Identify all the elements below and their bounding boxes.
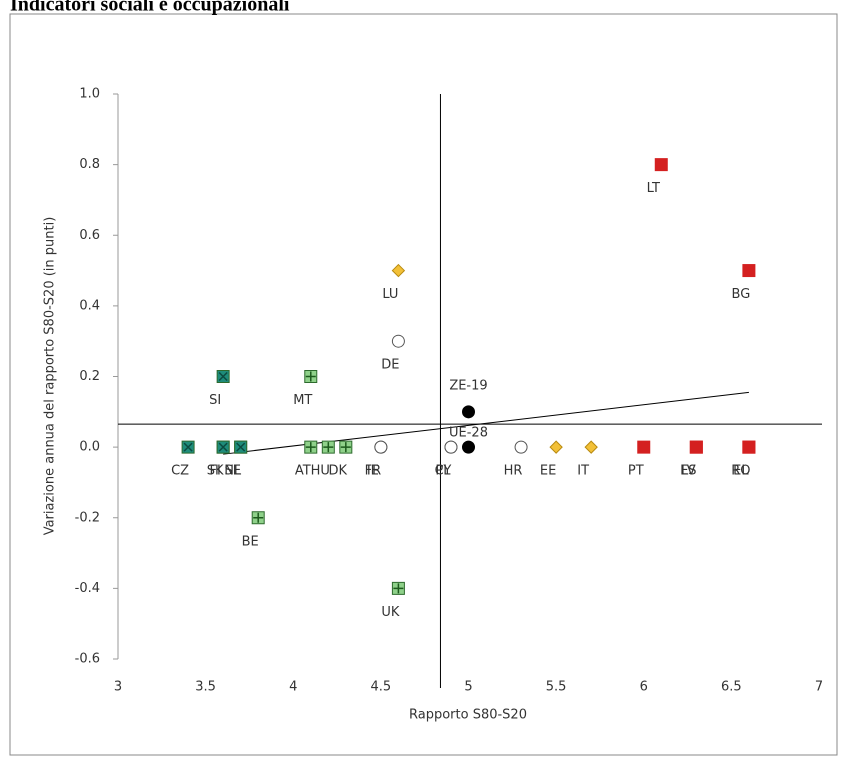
point-label: FI (209, 464, 220, 479)
point-glyph (183, 442, 193, 452)
point-label: EL (733, 464, 749, 479)
point (742, 440, 756, 454)
point (742, 264, 756, 278)
point (637, 440, 651, 454)
point (462, 405, 475, 419)
point-label: EE (540, 464, 556, 479)
point-glyph (218, 371, 228, 382)
point-label: LT (647, 181, 660, 196)
y-tick-label: -0.4 (75, 581, 100, 596)
y-tick-label: 0.8 (79, 157, 100, 172)
point (514, 440, 528, 454)
x-tick-label: 5.5 (546, 680, 567, 695)
x-tick-label: 6.5 (721, 680, 742, 695)
x-tick-label: 3 (114, 680, 122, 695)
y-tick-label: 0.6 (79, 228, 100, 243)
point (391, 263, 406, 278)
point-label: SI (209, 393, 221, 408)
point-label: BG (732, 287, 751, 302)
point-label: PL (435, 464, 451, 479)
y-tick-label: -0.6 (75, 652, 100, 667)
y-tick-label: 0.4 (79, 298, 100, 313)
y-tick-label: 1.0 (79, 87, 100, 102)
point-label: DE (381, 358, 399, 373)
x-tick-label: 5 (464, 680, 472, 695)
point-label: LU (382, 287, 398, 302)
y-tick-label: 0.0 (79, 440, 100, 455)
y-tick-label: -0.2 (75, 510, 100, 525)
point-glyph (253, 512, 264, 523)
point (444, 440, 458, 454)
point-glyph (305, 371, 316, 382)
x-axis-title: Rapporto S80-S20 (409, 708, 527, 723)
x-tick-label: 6 (640, 680, 648, 695)
point-label: ZE-19 (449, 378, 487, 393)
point-label: LV (681, 464, 696, 479)
point-label: IE (367, 464, 379, 479)
point-glyph (305, 442, 316, 453)
x-tick-label: 4.5 (371, 680, 392, 695)
point (391, 334, 405, 348)
point-label: SE (224, 464, 240, 479)
point-glyph (393, 583, 404, 594)
point-label: PT (628, 464, 644, 479)
point-label: IT (577, 464, 589, 479)
chart-frame (9, 13, 838, 756)
x-tick-label: 7 (815, 680, 823, 695)
point (374, 440, 388, 454)
y-axis-title: Variazione annua del rapporto S80-S20 (i… (43, 217, 58, 536)
point-glyph (236, 442, 246, 452)
point-label: CZ (171, 464, 189, 479)
point-label: CY (435, 464, 452, 479)
point-label: DK (329, 464, 348, 479)
point-label: NL (224, 464, 242, 479)
point (654, 158, 668, 172)
point-label: ES (680, 464, 696, 479)
point-label: BE (242, 534, 259, 549)
point (689, 440, 703, 454)
point (462, 440, 475, 454)
x-tick-label: 4 (289, 680, 297, 695)
point-label: RO (731, 464, 750, 479)
point-label: FR (365, 464, 382, 479)
point-label: UK (381, 605, 400, 620)
point-label: SK (207, 464, 224, 479)
y-tick-label: 0.2 (79, 369, 100, 384)
point-glyph (340, 442, 351, 453)
point (584, 440, 598, 454)
x-tick-label: 3.5 (195, 680, 216, 695)
point (549, 440, 563, 454)
point-label: MT (293, 393, 312, 408)
point-label: HU (311, 464, 330, 479)
point-label: AT (295, 464, 311, 479)
point-label: HR (504, 464, 523, 479)
point-glyph (323, 442, 334, 453)
point-label: UE-28 (449, 426, 488, 441)
point-glyph (218, 442, 228, 452)
chart-title: Indicatori sociali e occupazionali (10, 0, 290, 16)
